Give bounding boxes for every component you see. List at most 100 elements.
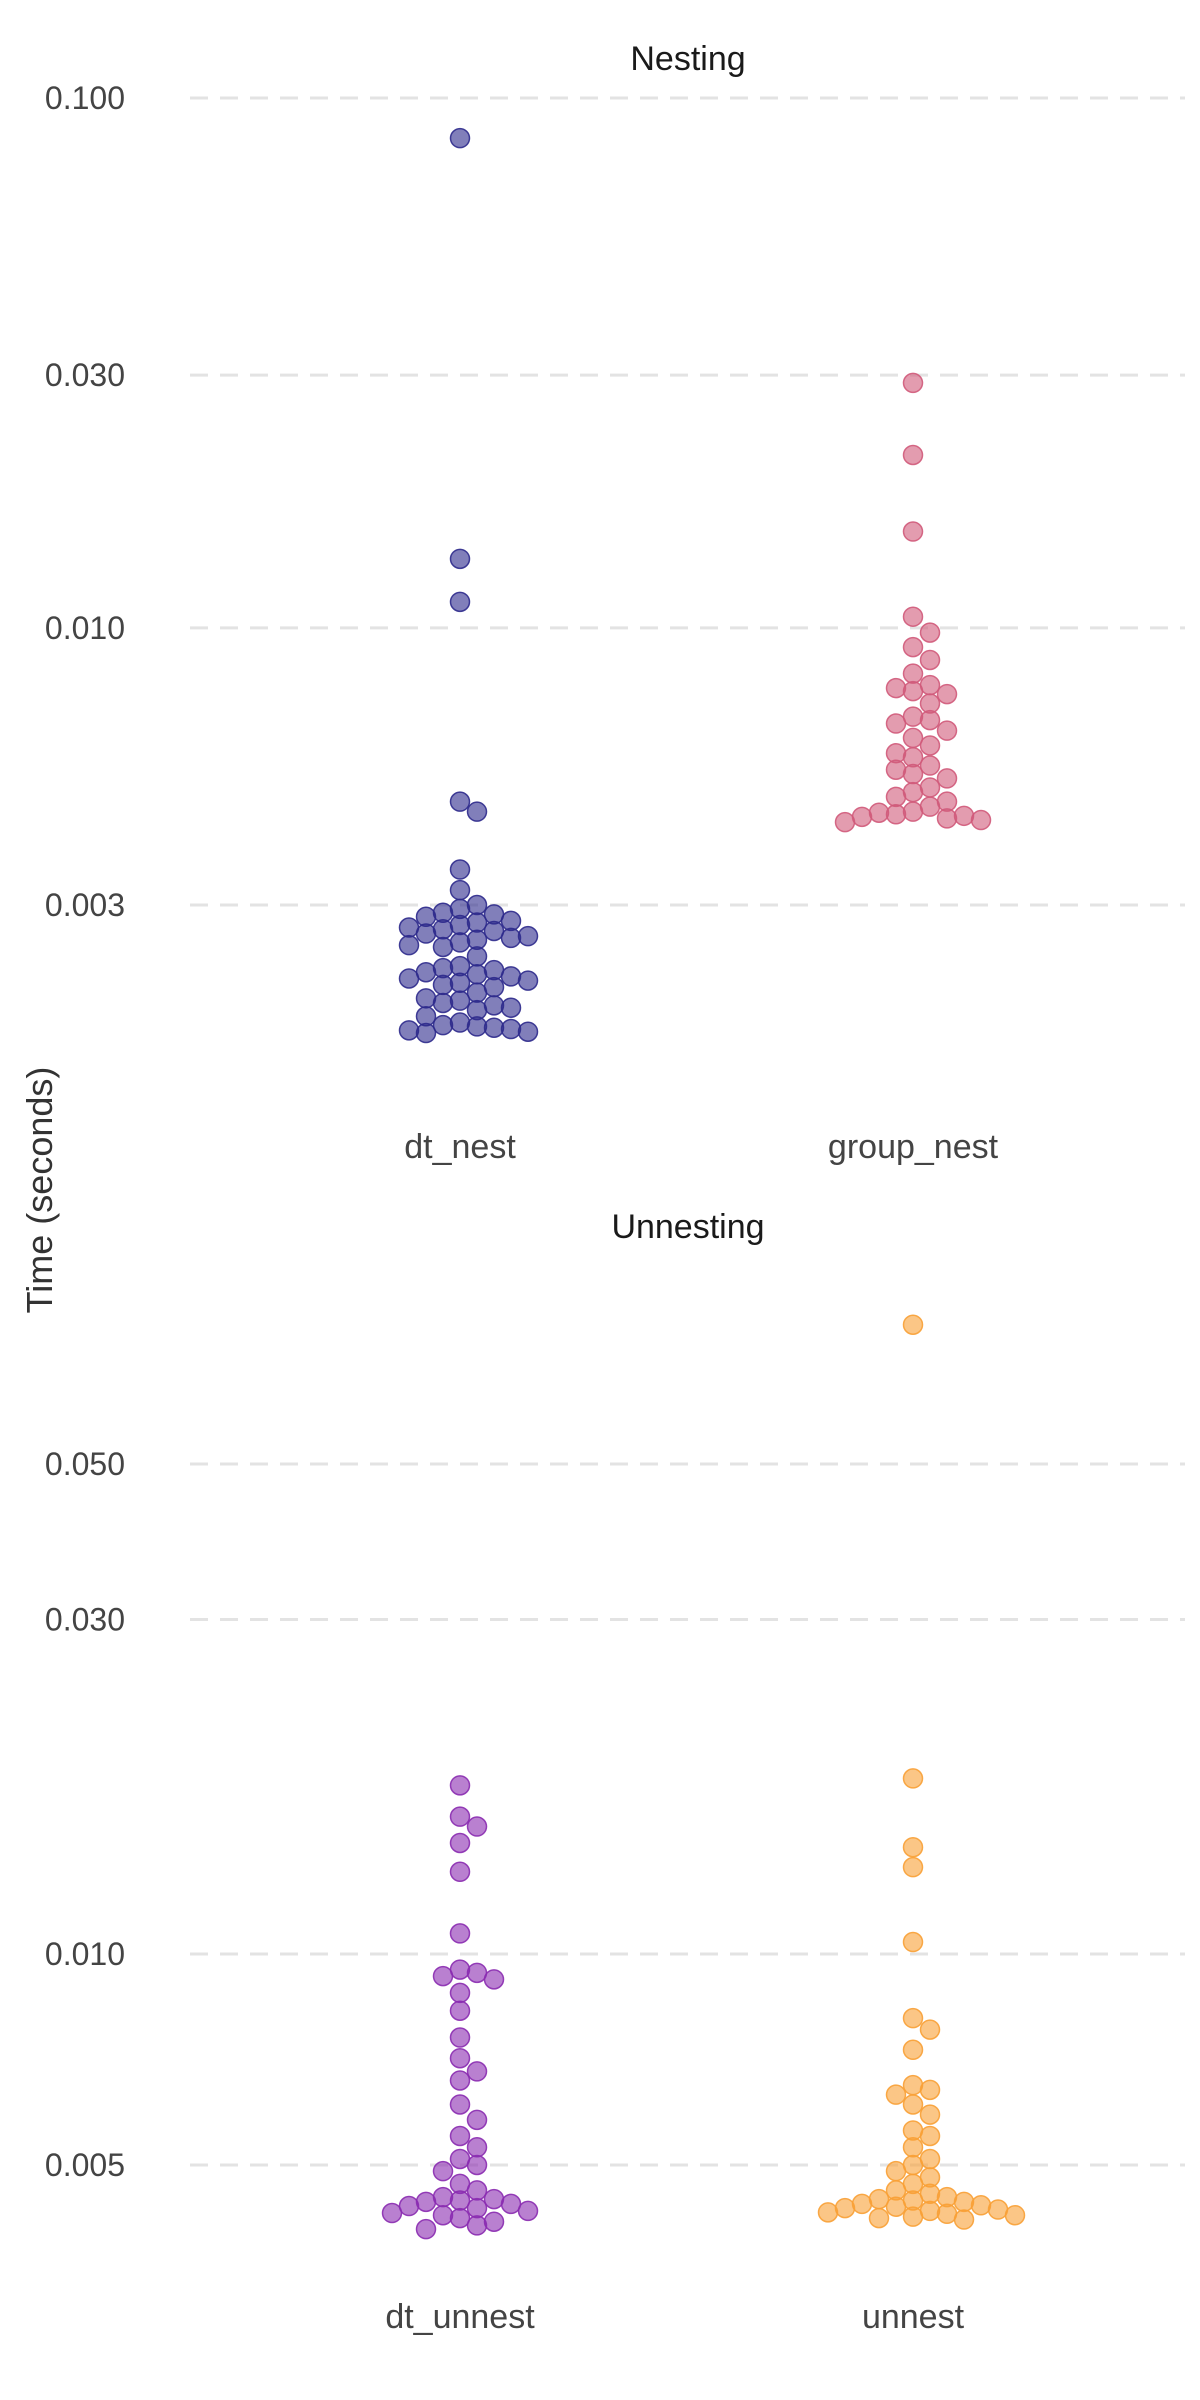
data-point-dt_nest bbox=[500, 910, 522, 932]
y-tick-label: 0.030 bbox=[45, 357, 125, 393]
data-point-dt_unnest bbox=[432, 1965, 454, 1987]
data-point-dt_unnest bbox=[432, 2186, 454, 2208]
data-point-unnest bbox=[817, 2202, 839, 2223]
data-point-dt_unnest bbox=[466, 2154, 488, 2176]
data-point-dt_unnest bbox=[449, 1775, 471, 1796]
data-point-unnest bbox=[919, 2079, 941, 2101]
data-point-unnest bbox=[902, 2137, 924, 2158]
data-point-dt_unnest bbox=[466, 2061, 488, 2082]
data-point-dt_nest bbox=[432, 992, 454, 1014]
data-point-dt_nest bbox=[517, 970, 539, 991]
data-point-dt_unnest bbox=[432, 2160, 454, 2182]
data-point-dt_unnest bbox=[415, 2191, 437, 2213]
data-point-unnest bbox=[885, 2084, 907, 2105]
data-point-unnest bbox=[902, 2206, 924, 2227]
data-point-dt_unnest bbox=[483, 2188, 505, 2210]
data-point-unnest bbox=[953, 2191, 975, 2213]
data-point-dt_unnest bbox=[449, 2027, 471, 2048]
data-point-group_nest bbox=[885, 759, 907, 780]
data-point-dt_unnest bbox=[415, 2218, 437, 2240]
data-point-dt_nest bbox=[466, 912, 488, 933]
data-point-group_nest bbox=[902, 763, 924, 785]
data-point-unnest bbox=[902, 1314, 924, 1335]
data-point-dt_nest bbox=[415, 988, 437, 1009]
data-point-dt_unnest bbox=[449, 2125, 471, 2147]
data-point-group_nest bbox=[919, 735, 941, 756]
data-point-group_nest bbox=[919, 709, 941, 731]
data-point-dt_unnest bbox=[466, 2109, 488, 2131]
data-point-group_nest bbox=[919, 777, 941, 798]
data-point-dt_nest bbox=[449, 791, 471, 812]
data-point-group_nest bbox=[902, 636, 924, 658]
data-point-dt_nest bbox=[483, 995, 505, 1016]
data-point-dt_nest bbox=[432, 918, 454, 940]
data-point-group_nest bbox=[902, 606, 924, 627]
data-point-group_nest bbox=[936, 683, 958, 705]
data-point-dt_unnest bbox=[449, 1861, 471, 1883]
data-point-group_nest bbox=[970, 809, 992, 831]
data-point-dt_nest bbox=[398, 1020, 420, 1041]
data-point-group_nest bbox=[902, 706, 924, 727]
data-point-dt_nest bbox=[449, 972, 471, 993]
data-point-dt_unnest bbox=[466, 2180, 488, 2201]
x-category-label: dt_nest bbox=[404, 1128, 516, 1166]
data-point-dt_unnest bbox=[517, 2200, 539, 2222]
data-point-unnest bbox=[902, 2094, 924, 2115]
y-tick-label: 0.030 bbox=[45, 1602, 125, 1638]
data-point-group_nest bbox=[919, 649, 941, 671]
data-point-group_nest bbox=[902, 680, 924, 702]
data-point-dt_nest bbox=[466, 894, 488, 916]
data-point-unnest bbox=[868, 2188, 890, 2210]
data-point-dt_nest bbox=[449, 591, 471, 613]
data-point-unnest bbox=[885, 2196, 907, 2217]
panel-title: Nesting bbox=[630, 40, 745, 78]
data-point-group_nest bbox=[919, 622, 941, 643]
x-category-label: dt_unnest bbox=[385, 2298, 535, 2336]
chart-panels: Nesting 0.100 0.030 0.010 0.003 dt_nest group_… bbox=[45, 40, 1185, 2336]
x-category-label: group_nest bbox=[828, 1128, 999, 1166]
data-point-dt_unnest bbox=[466, 2215, 488, 2236]
y-tick-label: 0.100 bbox=[45, 80, 125, 116]
data-point-unnest bbox=[936, 2203, 958, 2225]
data-point-dt_nest bbox=[415, 1022, 437, 1044]
data-point-unnest bbox=[919, 2200, 941, 2222]
data-point-dt_unnest bbox=[466, 1962, 488, 1984]
data-point-unnest bbox=[919, 2104, 941, 2125]
data-point-group_nest bbox=[919, 674, 941, 696]
data-point-dt_unnest bbox=[483, 1969, 505, 1990]
data-point-group_nest bbox=[902, 444, 924, 466]
data-point-dt_nest bbox=[415, 923, 437, 944]
data-point-unnest bbox=[1004, 2204, 1026, 2226]
data-point-dt_unnest bbox=[466, 2137, 488, 2158]
y-tick-label: 0.010 bbox=[45, 1936, 125, 1972]
data-point-dt_nest bbox=[500, 1018, 522, 1040]
data-point-unnest bbox=[970, 2195, 992, 2216]
data-point-group_nest bbox=[902, 781, 924, 803]
data-point-unnest bbox=[902, 2074, 924, 2096]
data-point-unnest bbox=[868, 2207, 890, 2229]
data-point-dt_nest bbox=[500, 997, 522, 1018]
data-point-dt_unnest bbox=[500, 2193, 522, 2215]
data-point-dt_unnest bbox=[449, 2148, 471, 2170]
data-point-group_nest bbox=[902, 521, 924, 542]
data-point-dt_unnest bbox=[449, 1806, 471, 1827]
data-point-dt_unnest bbox=[449, 2070, 471, 2091]
data-point-group_nest bbox=[885, 804, 907, 825]
data-point-dt_unnest bbox=[466, 2197, 488, 2219]
data-point-dt_nest bbox=[449, 879, 471, 901]
data-point-group_nest bbox=[868, 802, 890, 823]
data-point-dt_nest bbox=[432, 936, 454, 958]
data-point-group_nest bbox=[919, 796, 941, 817]
data-point-group_nest bbox=[885, 713, 907, 734]
data-point-group_nest bbox=[834, 811, 856, 833]
data-point-dt_nest bbox=[449, 990, 471, 1011]
data-point-group_nest bbox=[885, 786, 907, 808]
data-point-group_nest bbox=[953, 805, 975, 827]
data-point-dt_nest bbox=[483, 920, 505, 942]
data-point-dt_nest bbox=[398, 934, 420, 956]
data-point-unnest bbox=[902, 2154, 924, 2176]
data-point-dt_nest bbox=[415, 961, 437, 983]
data-point-unnest bbox=[902, 1856, 924, 1878]
data-point-group_nest bbox=[936, 768, 958, 789]
data-point-group_nest bbox=[851, 806, 873, 828]
